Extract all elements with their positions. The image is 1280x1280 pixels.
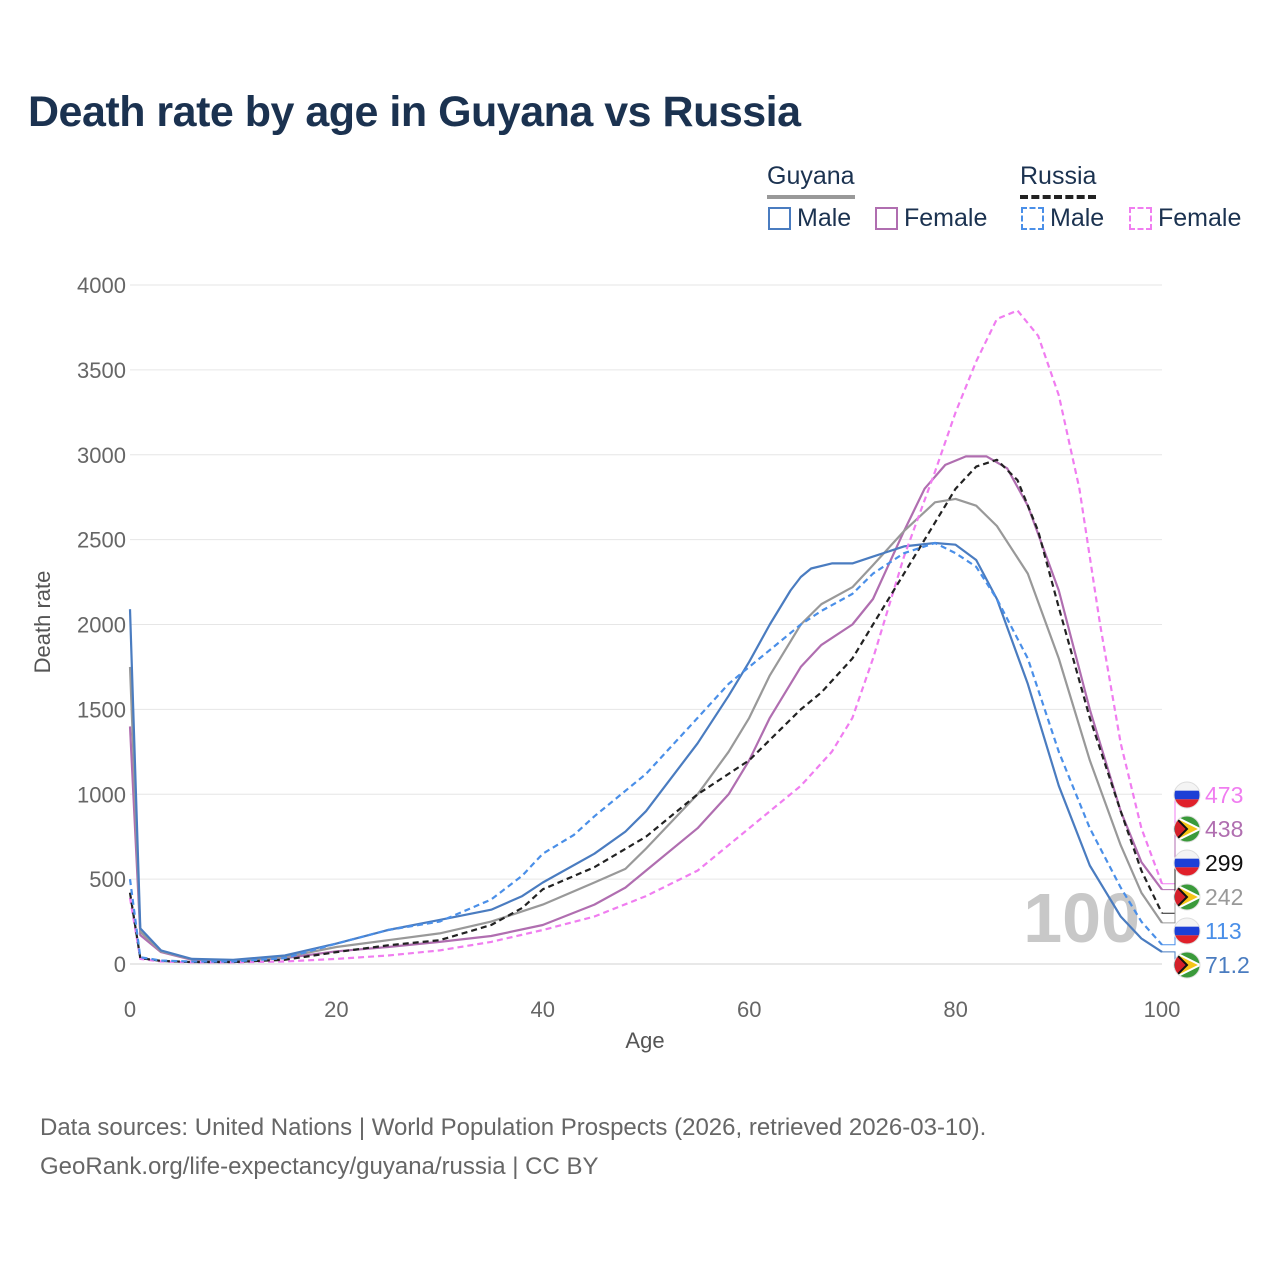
legend-russia-male[interactable]: Male xyxy=(1021,204,1104,233)
end-label-guyana-total: 242 xyxy=(1205,884,1243,910)
y-tick-label: 2000 xyxy=(77,613,126,638)
x-axis-ticks: 0 20 40 60 80 100 xyxy=(124,997,1180,1022)
y-tick-label: 500 xyxy=(89,867,126,892)
legend-swatch-russia-male xyxy=(1021,207,1044,230)
end-label-connector xyxy=(1162,860,1176,914)
footer-sources: Data sources: United Nations | World Pop… xyxy=(40,1114,987,1141)
x-tick-label: 60 xyxy=(737,997,761,1022)
year-watermark: 100 xyxy=(1023,879,1140,957)
end-labels: 473 438 299 242 113 71.2 xyxy=(1162,781,1250,979)
grid-lines xyxy=(130,284,1162,965)
legend-guyana-male[interactable]: Male xyxy=(768,204,851,233)
end-label-guyana-male: 71.2 xyxy=(1205,952,1250,978)
legend-guyana-female-label: Female xyxy=(904,204,988,232)
series-lines xyxy=(128,309,1164,964)
legend-russia-female[interactable]: Female xyxy=(1129,204,1241,233)
legend-group-russia: Russia xyxy=(1020,162,1097,199)
x-tick-label: 20 xyxy=(324,997,348,1022)
guyana-flag-icon xyxy=(1173,951,1201,979)
chart-title: Death rate by age in Guyana vs Russia xyxy=(28,88,801,136)
y-axis-ticks: 0 500 1000 1500 2000 2500 3000 3500 4000 xyxy=(77,273,126,977)
series-line-guyana-male xyxy=(128,541,1163,961)
legend-russia-male-label: Male xyxy=(1050,204,1105,232)
y-tick-label: 0 xyxy=(114,952,126,977)
end-label-connector xyxy=(1162,951,1176,962)
end-label-connector xyxy=(1162,894,1176,924)
y-tick-label: 2500 xyxy=(77,528,126,553)
end-label-connector xyxy=(1162,792,1176,885)
legend-guyana-female[interactable]: Female xyxy=(875,204,987,233)
x-tick-label: 100 xyxy=(1144,997,1181,1022)
series-line-russia-female xyxy=(128,309,1164,964)
series-line-guyana-female xyxy=(128,455,1163,962)
series-line-russia-male xyxy=(128,541,1163,963)
legend-swatch-guyana-female xyxy=(875,207,898,230)
x-tick-label: 80 xyxy=(943,997,967,1022)
guyana-flag-icon xyxy=(1173,815,1201,843)
russia-flag-icon xyxy=(1173,849,1201,877)
footer: Data sources: United Nations | World Pop… xyxy=(40,1108,986,1186)
end-label-russia-total: 299 xyxy=(1205,850,1243,876)
end-label-russia-male: 113 xyxy=(1205,918,1242,944)
legend-russia-female-label: Female xyxy=(1158,204,1242,232)
end-label-connector xyxy=(1162,826,1176,891)
x-axis-title: Age xyxy=(625,1028,664,1053)
x-tick-label: 40 xyxy=(531,997,555,1022)
x-tick-label: 0 xyxy=(124,997,136,1022)
end-label-russia-female: 473 xyxy=(1205,782,1243,808)
series-line-russia-total xyxy=(128,458,1163,964)
legend-swatch-russia-female xyxy=(1129,207,1152,230)
end-label-guyana-female: 438 xyxy=(1205,816,1243,842)
russia-flag-icon xyxy=(1173,781,1201,809)
footer-link: GeoRank.org/life-expectancy/guyana/russi… xyxy=(40,1153,599,1180)
legend-guyana-label: Guyana xyxy=(767,162,855,199)
legend-russia-label: Russia xyxy=(1020,162,1097,199)
y-tick-label: 1000 xyxy=(77,782,126,807)
end-label-connector xyxy=(1162,928,1176,946)
y-tick-label: 4000 xyxy=(77,273,126,298)
legend-swatch-guyana-male xyxy=(768,207,791,230)
guyana-flag-icon xyxy=(1173,883,1201,911)
series-line-guyana-total xyxy=(128,497,1163,962)
y-tick-label: 1500 xyxy=(77,697,126,722)
legend-guyana-male-label: Male xyxy=(797,204,852,232)
y-tick-label: 3000 xyxy=(77,443,126,468)
russia-flag-icon xyxy=(1173,917,1201,945)
y-axis-title: Death rate xyxy=(30,571,55,674)
legend-group-guyana: Guyana xyxy=(767,162,855,199)
y-tick-label: 3500 xyxy=(77,358,126,383)
